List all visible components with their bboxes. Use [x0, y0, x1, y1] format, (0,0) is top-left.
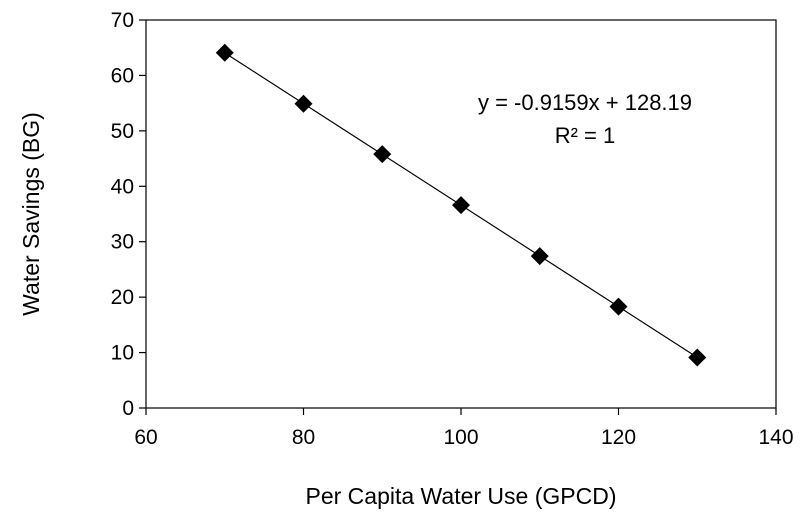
- r-squared-label: R² = 1: [555, 123, 616, 148]
- x-tick-label: 60: [134, 426, 157, 449]
- y-tick-label: 40: [111, 175, 134, 198]
- data-point: [294, 94, 313, 113]
- y-axis-label: Water Savings (BG): [18, 112, 44, 316]
- y-tick-label: 70: [111, 9, 134, 32]
- x-tick-label: 80: [292, 426, 315, 449]
- y-tick-label: 50: [111, 120, 134, 143]
- y-tick-label: 20: [111, 286, 134, 309]
- data-points: [215, 43, 707, 367]
- y-tick-label: 60: [111, 64, 134, 87]
- data-point: [688, 348, 707, 367]
- y-tick-label: 30: [111, 231, 134, 254]
- x-tick-label: 120: [601, 426, 636, 449]
- x-axis-label: Per Capita Water Use (GPCD): [306, 483, 617, 509]
- data-point: [452, 196, 470, 215]
- y-tick-label: 0: [122, 397, 134, 420]
- x-tick-label: 140: [758, 426, 793, 449]
- trendline-equation: y = -0.9159x + 128.19: [478, 90, 692, 115]
- y-tick-label: 10: [111, 342, 134, 365]
- data-point: [609, 297, 628, 316]
- data-point: [215, 43, 234, 62]
- axis-tick-labels: 60 80 100 120 140 0 10 20 30 40 50 60 70: [111, 9, 794, 449]
- data-point: [530, 247, 549, 266]
- data-point: [373, 145, 392, 164]
- axis-ticks: [139, 19, 777, 415]
- x-tick-label: 100: [443, 426, 478, 449]
